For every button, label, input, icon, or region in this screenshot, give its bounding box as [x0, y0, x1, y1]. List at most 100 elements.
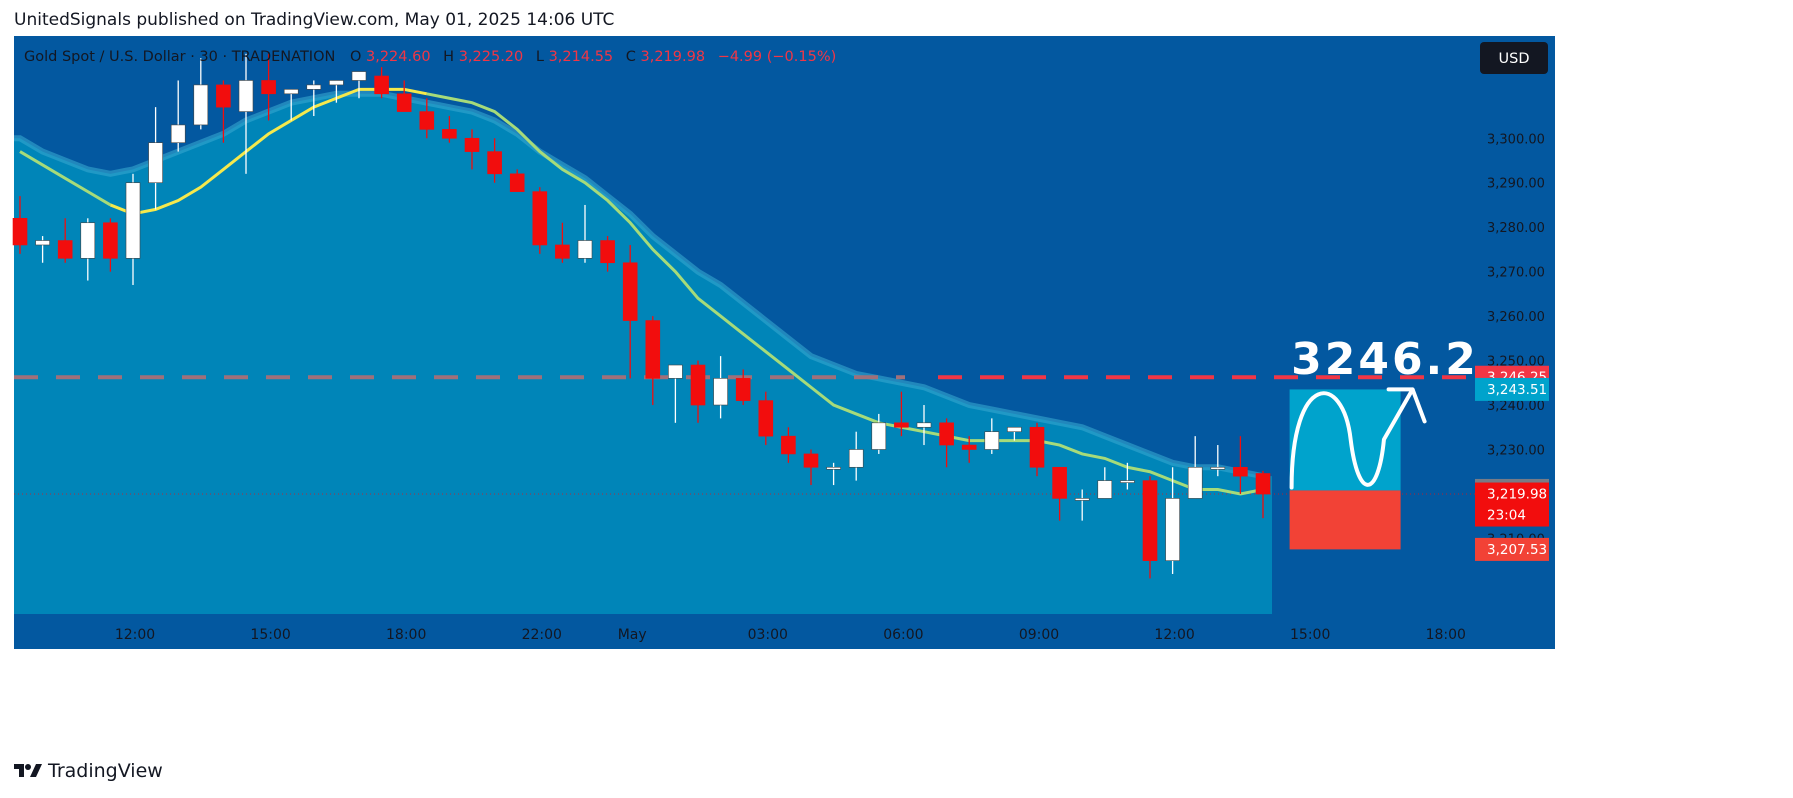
x-tick-label: 15:00 — [250, 627, 290, 643]
candle — [871, 413, 887, 454]
change-value: −4.99 (−0.15%) — [718, 49, 837, 65]
moving-average-line-start — [19, 150, 112, 207]
candle — [1029, 422, 1045, 477]
candle — [781, 427, 796, 463]
candle-body — [351, 71, 367, 81]
y-tick-label: 3,300.00 — [1487, 132, 1545, 147]
candle-body — [148, 142, 163, 184]
candle — [1097, 467, 1113, 499]
candle-body — [622, 262, 638, 321]
candle — [283, 89, 299, 121]
target-price-label: 3246.2 — [1291, 334, 1479, 385]
y-tick-label: 3,290.00 — [1487, 177, 1545, 192]
candle — [713, 356, 728, 419]
candle — [1233, 436, 1248, 494]
candle — [1052, 466, 1067, 521]
candle-body — [442, 129, 457, 139]
candle-body — [1187, 466, 1203, 499]
candle-body — [419, 111, 435, 130]
publication-header: UnitedSignals published on TradingView.c… — [14, 10, 615, 30]
candle-body — [1210, 466, 1226, 470]
candle-body — [12, 217, 28, 246]
candle-body — [690, 364, 706, 406]
low-label: L — [536, 49, 544, 65]
candle — [577, 204, 593, 263]
open-value: 3,224.60 — [366, 49, 431, 65]
candle — [1007, 426, 1022, 441]
candle-body — [80, 222, 96, 259]
candle — [1210, 445, 1226, 477]
candle-body — [170, 124, 186, 144]
high-value: 3,225.20 — [459, 49, 524, 65]
x-tick-label: 18:00 — [1426, 627, 1466, 643]
candle — [261, 53, 276, 121]
candle — [12, 196, 28, 254]
price-tag-value: 3,219.98 — [1487, 487, 1547, 503]
candle-body — [125, 182, 141, 259]
candle-body — [916, 422, 932, 428]
candle — [442, 116, 457, 143]
candle — [984, 418, 1000, 454]
price-tag-background — [1475, 537, 1549, 561]
x-tick-label: 22:00 — [522, 627, 562, 643]
candle — [645, 316, 661, 406]
x-tick-label: 03:00 — [748, 627, 788, 643]
candle — [374, 67, 389, 99]
symbol-title: Gold Spot / U.S. Dollar · 30 · TRADENATI… — [24, 49, 335, 65]
candle — [487, 138, 502, 183]
candle-body — [464, 137, 480, 152]
currency-button[interactable] — [1480, 42, 1548, 74]
candle — [193, 58, 209, 130]
candle-body — [374, 75, 389, 95]
candle-body — [939, 422, 954, 446]
candle — [1142, 476, 1158, 579]
price-tag-value: 3,243.51 — [1487, 382, 1547, 398]
candle-body — [555, 244, 570, 259]
candle — [916, 405, 932, 446]
candle — [735, 369, 751, 406]
candle — [894, 391, 909, 437]
candle — [57, 218, 73, 263]
y-tick-label: 3,280.00 — [1487, 221, 1545, 236]
candle — [351, 71, 367, 99]
candle-body — [1007, 426, 1022, 433]
candle — [419, 98, 435, 139]
ribbon-cloud — [14, 93, 1272, 615]
x-tick-label: 15:00 — [1290, 627, 1330, 643]
x-tick-label: 12:00 — [1154, 627, 1194, 643]
candle — [464, 129, 480, 170]
candle — [622, 244, 638, 379]
candle — [758, 391, 774, 446]
candle-body — [532, 191, 548, 246]
candle-body — [848, 449, 864, 468]
y-tick-label: 3,240.00 — [1487, 399, 1545, 414]
candle — [600, 236, 615, 272]
low-value: 3,214.55 — [549, 49, 614, 65]
candle-body — [1074, 498, 1090, 501]
candle-body — [57, 240, 73, 259]
x-tick-label: 06:00 — [883, 627, 923, 643]
open-label: O — [350, 49, 361, 65]
price-tag-background — [1475, 482, 1549, 527]
candle-body — [984, 431, 1000, 450]
candle — [80, 218, 96, 281]
candle — [1074, 489, 1090, 521]
candle-body — [735, 378, 751, 401]
stop-zone-box — [1289, 490, 1401, 550]
candle-body — [283, 89, 299, 95]
candle-body — [238, 80, 254, 112]
candle-body — [487, 151, 502, 175]
candle-body — [1165, 498, 1180, 561]
projection-arrow-head — [1386, 387, 1427, 424]
candle — [148, 107, 163, 210]
candle-body — [396, 93, 412, 112]
price-tag: 3,243.51 — [1475, 377, 1549, 401]
candle — [170, 80, 186, 152]
candle — [690, 360, 706, 423]
candle-body — [894, 422, 909, 428]
candle — [1255, 470, 1271, 519]
candle — [216, 80, 231, 143]
candle — [329, 80, 344, 103]
candle — [396, 80, 412, 112]
